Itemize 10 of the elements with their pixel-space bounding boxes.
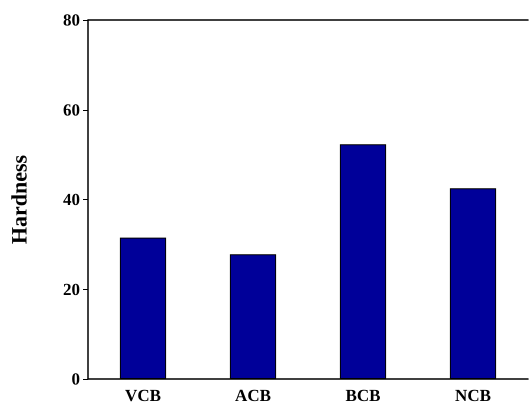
y-tick-label: 0 xyxy=(72,370,80,388)
x-tick-label: VCB xyxy=(125,386,161,405)
y-axis-title: Hardness xyxy=(6,154,32,244)
x-tick-label: NCB xyxy=(455,386,491,405)
x-tick-label: ACB xyxy=(235,386,271,405)
x-tick-label: BCB xyxy=(346,386,380,405)
y-tick-label: 20 xyxy=(63,280,80,299)
y-tick-label: 40 xyxy=(63,190,80,209)
y-tick-label: 80 xyxy=(63,10,80,30)
y-tick-label: 60 xyxy=(63,100,80,120)
